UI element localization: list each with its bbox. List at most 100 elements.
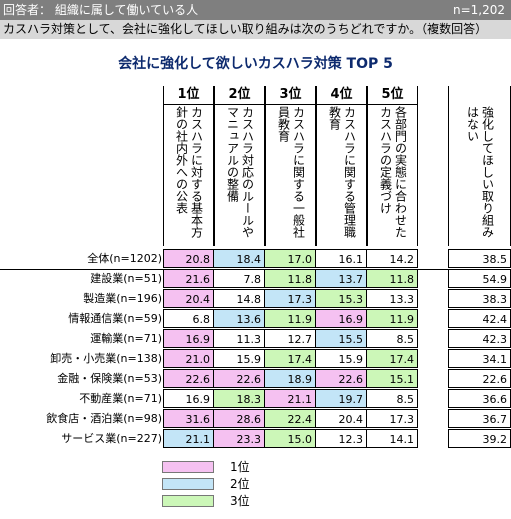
column-header-3: 3位カスハラに関する一般社 員教育 [265, 86, 316, 246]
table-row: 建設業(n=51) 21.6 7.8 11.8 13.7 11.8 54.9 [0, 269, 511, 288]
value-cell: 15.0 [265, 429, 316, 448]
rank-label: 5位 [381, 87, 404, 102]
table-row: 金融・保険業(n=53) 22.6 22.6 18.9 22.6 15.1 22.6 [0, 369, 511, 388]
table-row: 不動産業(n=71) 16.9 18.3 21.1 19.7 8.5 36.6 [0, 389, 511, 408]
value-cell: 6.8 [163, 309, 214, 328]
value-cell: 42.3 [448, 329, 511, 348]
value-cell: 13.7 [316, 269, 367, 288]
respondent-text: 回答者： 組織に属して働いている人 [3, 3, 199, 17]
value-cell: 15.1 [367, 369, 418, 388]
value-cell: 12.3 [316, 429, 367, 448]
row-label: 運輸業(n=71) [90, 332, 162, 345]
value-cell: 14.1 [367, 429, 418, 448]
total-row-divider [0, 269, 511, 270]
table-row: 運輸業(n=71) 16.9 11.3 12.7 15.5 8.5 42.3 [0, 329, 511, 348]
legend-label: 1位 [230, 460, 250, 474]
value-cell: 15.5 [316, 329, 367, 348]
row-label: 情報通信業(n=59) [68, 312, 162, 325]
value-cell: 11.8 [367, 269, 418, 288]
value-cell: 16.9 [316, 309, 367, 328]
value-cell: 11.9 [367, 309, 418, 328]
rank-label: 3位 [279, 87, 302, 102]
value-cell: 11.9 [265, 309, 316, 328]
value-cell: 21.1 [163, 429, 214, 448]
row-label: 金融・保険業(n=53) [57, 372, 162, 385]
rank-label: 4位 [330, 87, 353, 102]
value-cell: 21.6 [163, 269, 214, 288]
question-bar: カスハラ対策として、会社に強化してほしい取り組みは次のうちどれですか。（複数回答… [0, 20, 511, 39]
table-row: 情報通信業(n=59) 6.8 13.6 11.9 16.9 11.9 42.4 [0, 309, 511, 328]
value-cell: 28.6 [214, 409, 265, 428]
legend-swatch [162, 478, 214, 490]
value-cell: 22.6 [448, 369, 511, 388]
value-cell: 22.6 [214, 369, 265, 388]
value-cell: 17.0 [265, 249, 316, 268]
value-cell: 17.4 [265, 349, 316, 368]
value-cell: 15.3 [316, 289, 367, 308]
question-text: カスハラ対策として、会社に強化してほしい取り組みは次のうちどれですか。（複数回答… [3, 22, 488, 36]
column-header-4: 4位カスハラに関する管理職 教育 [316, 86, 367, 246]
legend-label: 2位 [230, 477, 250, 491]
value-cell: 20.4 [316, 409, 367, 428]
value-cell: 36.6 [448, 389, 511, 408]
chart-title: 会社に強化して欲しいカスハラ対策 TOP 5 [118, 56, 393, 72]
value-cell: 14.2 [367, 249, 418, 268]
row-label: 製造業(n=196) [83, 292, 162, 305]
value-cell: 15.9 [214, 349, 265, 368]
value-cell: 39.2 [448, 429, 511, 448]
value-cell: 38.3 [448, 289, 511, 308]
legend-swatch [162, 495, 214, 507]
column-header-2: 2位カスハラ対応のルールや マニュアルの整備 [214, 86, 265, 246]
value-cell: 34.1 [448, 349, 511, 368]
column-label: カスハラに関する管理職 教育 [327, 106, 357, 238]
value-cell: 13.3 [367, 289, 418, 308]
column-header-5: 5位各部門の実態に合わせた カスハラの定義づけ [367, 86, 418, 246]
table-row: 全体(n=1202) 20.8 18.4 17.0 16.1 14.2 38.5 [0, 249, 511, 268]
value-cell: 21.1 [265, 389, 316, 408]
value-cell: 17.4 [367, 349, 418, 368]
column-header-1: 1位 カスハラに対する基本方 針の社内外への公表 [163, 86, 214, 246]
sample-size: n=1,202 [452, 3, 505, 17]
row-label: 卸売・小売業(n=138) [50, 352, 162, 365]
value-cell: 18.3 [214, 389, 265, 408]
row-label: 不動産業(n=71) [79, 392, 162, 405]
respondent-bar: 回答者： 組織に属して働いている人 n=1,202 [0, 0, 511, 20]
legend-label: 3位 [230, 494, 250, 508]
value-cell: 31.6 [163, 409, 214, 428]
row-label: 飲食店・酒泊業(n=98) [46, 412, 162, 425]
value-cell: 19.7 [316, 389, 367, 408]
value-cell: 15.9 [316, 349, 367, 368]
value-cell: 42.4 [448, 309, 511, 328]
value-cell: 17.3 [265, 289, 316, 308]
table-row: サービス業(n=227) 21.1 23.3 15.0 12.3 14.1 39.2 [0, 429, 511, 448]
column-label: カスハラに対する基本方 針の社内外への公表 [174, 106, 204, 238]
table-row: 飲食店・酒泊業(n=98) 31.6 28.6 22.4 20.4 17.3 36.7 [0, 409, 511, 428]
value-cell: 20.8 [163, 249, 214, 268]
value-cell: 16.1 [316, 249, 367, 268]
column-header-6: 強化してほしい取り組み はない [448, 86, 511, 246]
value-cell: 12.7 [265, 329, 316, 348]
value-cell: 23.3 [214, 429, 265, 448]
value-cell: 38.5 [448, 249, 511, 268]
value-cell: 21.0 [163, 349, 214, 368]
value-cell: 22.6 [163, 369, 214, 388]
value-cell: 11.8 [265, 269, 316, 288]
table-row: 製造業(n=196) 20.4 14.8 17.3 15.3 13.3 38.3 [0, 289, 511, 308]
legend-swatch [162, 461, 214, 473]
column-label: カスハラ対応のルールや マニュアルの整備 [225, 106, 255, 238]
row-label: 全体(n=1202) [87, 252, 162, 265]
value-cell: 17.3 [367, 409, 418, 428]
value-cell: 7.8 [214, 269, 265, 288]
value-cell: 8.5 [367, 389, 418, 408]
value-cell: 18.4 [214, 249, 265, 268]
rank-label: 2位 [228, 87, 251, 102]
value-cell: 14.8 [214, 289, 265, 308]
value-cell: 22.4 [265, 409, 316, 428]
value-cell: 36.7 [448, 409, 511, 428]
table-row: 卸売・小売業(n=138) 21.0 15.9 17.4 15.9 17.4 34.1 [0, 349, 511, 368]
column-label: 各部門の実態に合わせた カスハラの定義づけ [378, 106, 408, 238]
value-cell: 8.5 [367, 329, 418, 348]
value-cell: 16.9 [163, 329, 214, 348]
column-label: カスハラに関する一般社 員教育 [276, 106, 306, 238]
value-cell: 13.6 [214, 309, 265, 328]
